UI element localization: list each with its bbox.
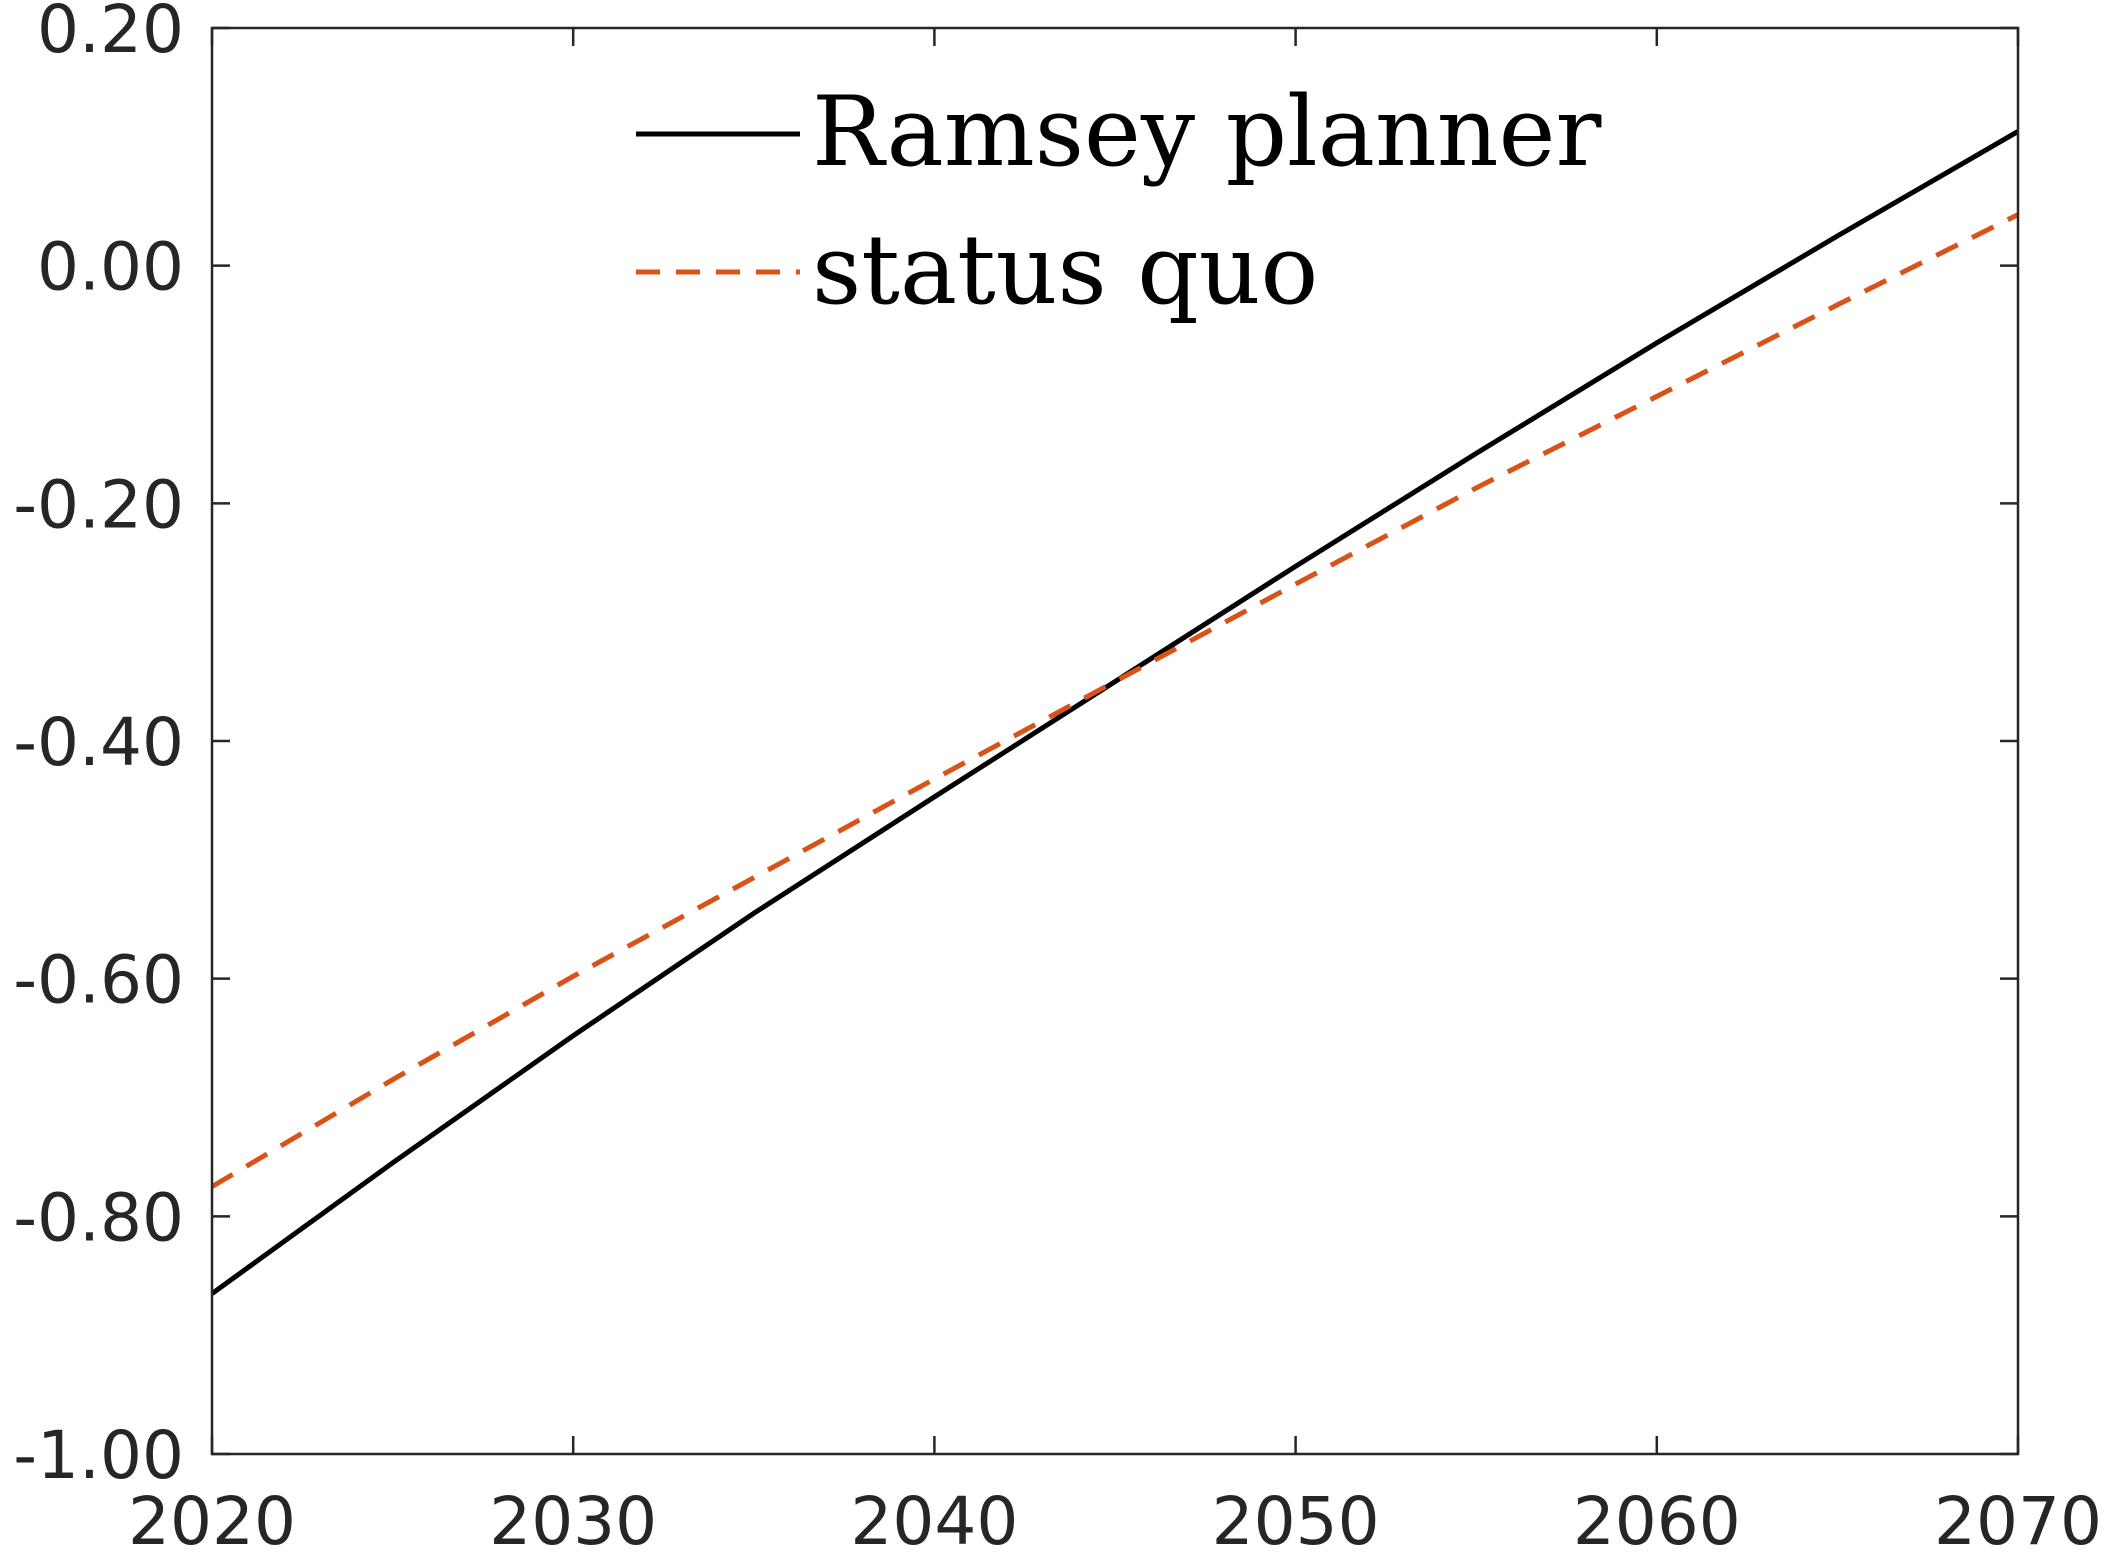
y-tick-label: -0.40 bbox=[13, 704, 184, 781]
legend-label-2: status quo bbox=[812, 214, 1318, 326]
y-tick-label: -0.20 bbox=[13, 466, 184, 543]
x-tick-label: 2060 bbox=[1573, 1483, 1741, 1554]
y-tick-label: 0.00 bbox=[37, 229, 184, 306]
y-tick-label: 0.20 bbox=[37, 0, 184, 68]
y-tick-label: -0.80 bbox=[13, 1179, 184, 1256]
plot-background bbox=[212, 28, 2018, 1454]
series-line-1 bbox=[210, 129, 2020, 1296]
y-tick-label: -0.60 bbox=[13, 942, 184, 1019]
x-tick-label: 2020 bbox=[128, 1483, 296, 1554]
x-tick-label: 2050 bbox=[1212, 1483, 1380, 1554]
x-tick-label: 2070 bbox=[1934, 1483, 2102, 1554]
y-tick-label: -1.00 bbox=[13, 1417, 184, 1494]
tick-layer: 2020 2030 2040 2050 2060 2070 -1.00 -0.80 -0.60 -… bbox=[13, 0, 2102, 1554]
series-layer bbox=[210, 129, 2020, 1296]
x-tick-label: 2040 bbox=[850, 1483, 1018, 1554]
legend-label-1: Ramsey planner bbox=[812, 76, 1601, 188]
legend: Ramsey planner status quo bbox=[636, 76, 1601, 326]
x-tick-label: 2030 bbox=[489, 1483, 657, 1554]
